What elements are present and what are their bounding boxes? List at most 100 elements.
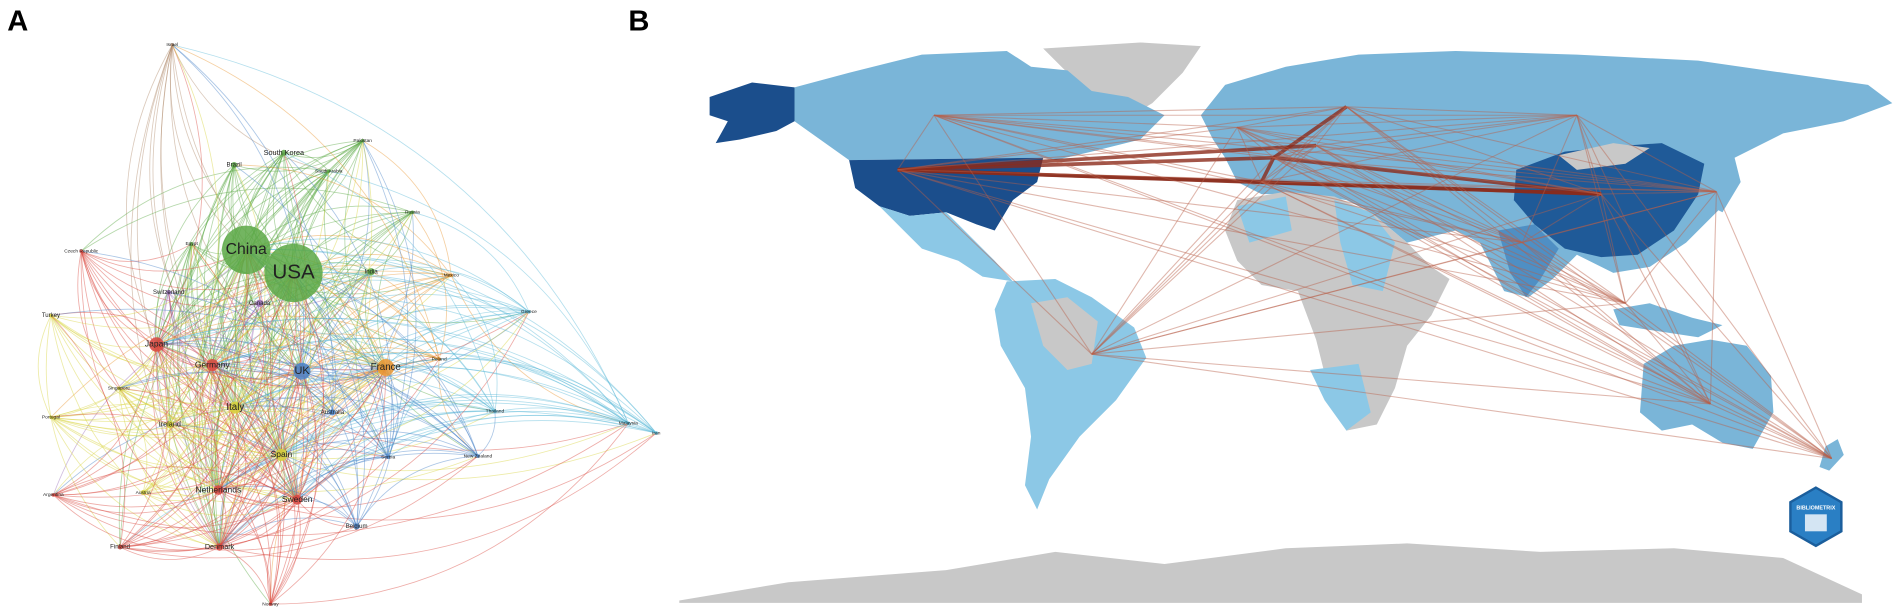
network-edge <box>216 140 363 491</box>
flow-line <box>1576 115 1626 304</box>
network-edge <box>218 399 629 491</box>
network-edge <box>235 404 389 458</box>
flow-line <box>1273 155 1602 196</box>
node-label: Netherlands <box>195 484 241 494</box>
node-label: Pakistan <box>353 138 372 144</box>
network-node <box>280 149 287 156</box>
network-edge <box>283 152 479 457</box>
network-edge <box>152 344 220 548</box>
network-edge <box>215 272 294 491</box>
collaboration-flows <box>897 105 1833 460</box>
africa-blue <box>1237 196 1292 243</box>
network-edge <box>296 449 479 501</box>
network-edge <box>281 396 657 456</box>
network-edge <box>160 44 282 456</box>
flow-line <box>1346 106 1602 195</box>
network-edge <box>53 370 303 496</box>
network-edge <box>296 499 357 527</box>
network-edge <box>53 489 219 514</box>
network-edge <box>332 212 414 413</box>
network-edge <box>385 367 399 458</box>
network-edge <box>477 411 496 457</box>
network-edge <box>143 407 236 493</box>
network-edge <box>212 364 358 527</box>
network-edge <box>283 152 330 172</box>
flow-line <box>1600 193 1626 304</box>
network-edge <box>217 164 298 501</box>
network-edge <box>281 371 306 456</box>
flow-line <box>1522 242 1626 304</box>
network-edge <box>212 344 386 368</box>
network-edge <box>142 365 213 493</box>
node-label: Egypt <box>185 241 198 247</box>
network-edge <box>281 271 372 456</box>
network-edge <box>156 317 629 424</box>
network-edge <box>233 140 363 172</box>
network-edge <box>191 243 241 408</box>
network-edge <box>296 367 387 501</box>
network-edge <box>53 367 387 498</box>
network-edge <box>246 235 452 276</box>
flow-line <box>1316 114 1577 147</box>
network-edge <box>212 356 303 372</box>
network-edge <box>156 328 496 412</box>
network-edge <box>235 407 298 500</box>
network-edge <box>191 243 303 372</box>
flow-line <box>897 114 1577 171</box>
network-node <box>149 337 164 352</box>
network-edge <box>323 170 387 368</box>
indonesia <box>1613 303 1723 338</box>
network-edge <box>246 238 530 313</box>
flow-line <box>1346 106 1711 405</box>
network-edge <box>283 152 452 276</box>
flow-line <box>1315 145 1711 405</box>
network-edge <box>356 455 478 527</box>
flow-line <box>897 169 1093 355</box>
network-edge <box>281 367 387 456</box>
network-edge <box>119 546 220 560</box>
canada <box>794 50 1165 161</box>
network-edge <box>219 371 303 548</box>
flow-line <box>897 169 1832 460</box>
network-edge <box>156 344 282 456</box>
network-edge <box>217 370 303 491</box>
network-edge <box>196 152 285 548</box>
mongolia <box>1558 143 1650 170</box>
network-edge <box>387 311 530 458</box>
network-node <box>140 490 146 495</box>
network-edge <box>53 454 282 508</box>
network-nodes: Israel Brazil South Korea Pakistan Saudi Ara… <box>42 42 661 607</box>
network-edge <box>217 454 282 491</box>
network-edge <box>293 271 657 434</box>
network-edge <box>301 311 530 379</box>
network-edge <box>235 366 657 434</box>
network-edge <box>217 358 440 491</box>
network-edge <box>230 164 303 372</box>
network-edge <box>118 388 220 548</box>
network-edge <box>80 250 386 371</box>
network-edge <box>80 250 260 308</box>
network-edge <box>156 268 372 345</box>
network-edge <box>53 422 629 536</box>
flow-line <box>1273 157 1717 193</box>
network-edge <box>171 44 329 172</box>
network-edge <box>80 166 329 252</box>
flow-line <box>1261 181 1717 193</box>
network-edge <box>142 249 248 493</box>
node-label: Czech Republic <box>64 248 99 254</box>
network-edge <box>53 344 157 496</box>
node-label: Iran <box>652 430 661 436</box>
network-edge <box>219 367 386 548</box>
flow-line <box>1600 193 1711 405</box>
network-edge <box>301 140 370 372</box>
network-edge <box>50 275 452 422</box>
flow-line <box>933 114 1262 183</box>
network-edge <box>118 364 213 392</box>
network-edge <box>222 152 285 408</box>
network-node <box>493 409 497 414</box>
flow-line <box>1315 145 1523 244</box>
flow-line <box>1346 106 1523 244</box>
network-edge <box>235 407 358 527</box>
network-node <box>231 161 238 169</box>
network-edge <box>118 387 298 500</box>
